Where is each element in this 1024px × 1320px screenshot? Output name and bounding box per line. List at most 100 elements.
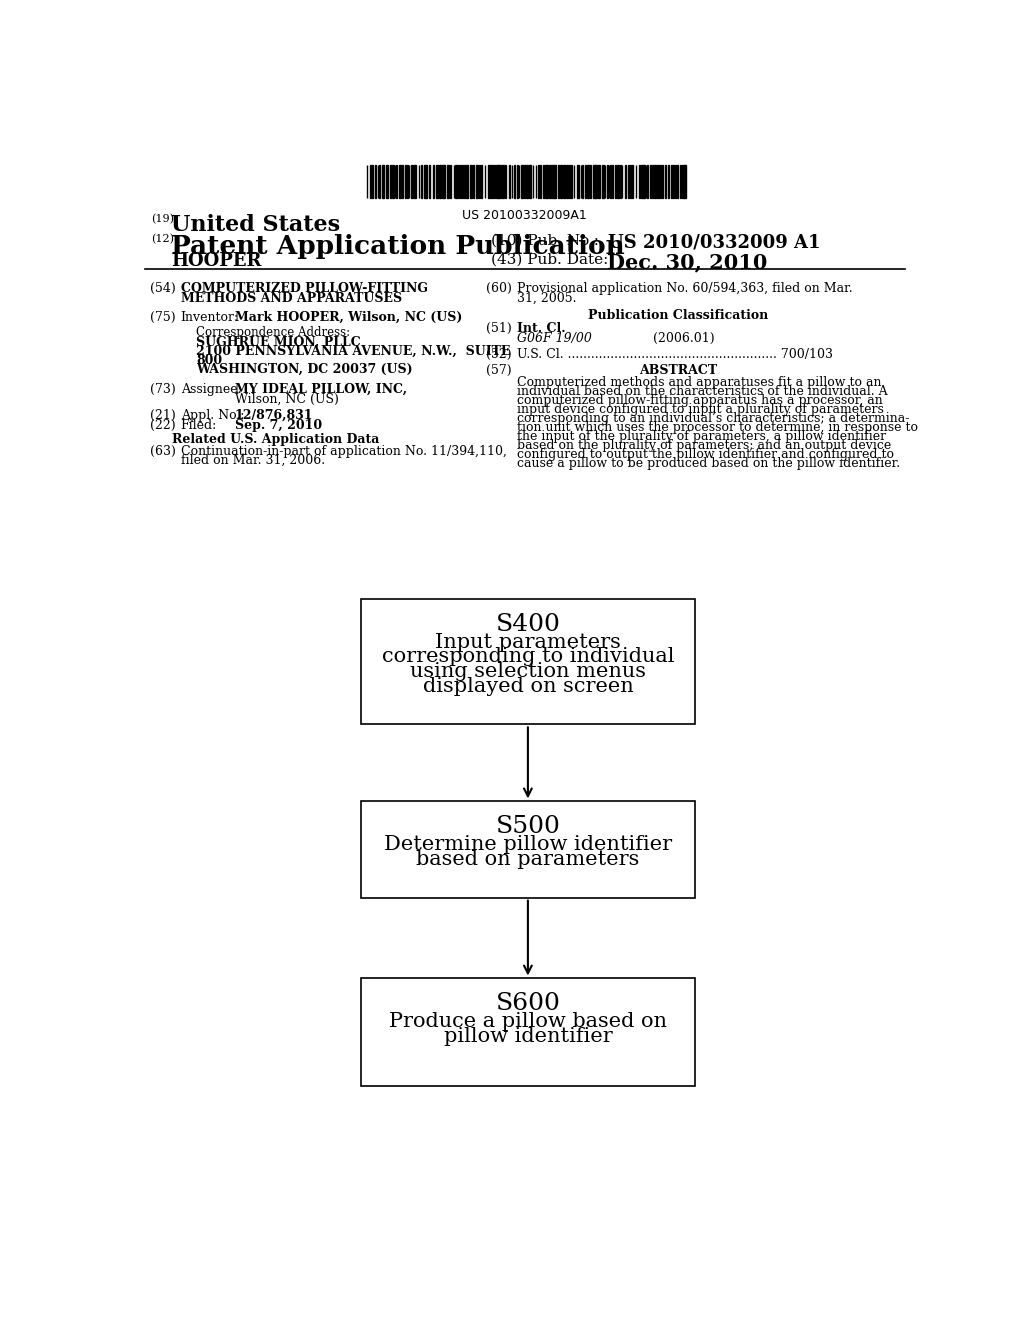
Bar — [632, 165, 633, 198]
Text: (12): (12) — [152, 234, 174, 244]
Text: based on the plurality of parameters; and an output device: based on the plurality of parameters; an… — [517, 440, 891, 453]
Bar — [560, 165, 562, 198]
Text: (22): (22) — [150, 420, 175, 433]
Text: (63): (63) — [150, 445, 175, 458]
Bar — [684, 165, 686, 198]
Bar — [505, 165, 506, 198]
Text: 12/876,831: 12/876,831 — [234, 409, 313, 421]
Bar — [470, 165, 472, 198]
Text: (19): (19) — [152, 214, 174, 224]
Text: Publication Classification: Publication Classification — [588, 309, 768, 322]
Text: Appl. No.:: Appl. No.: — [180, 409, 244, 421]
Bar — [545, 165, 547, 198]
Bar — [360, 599, 695, 725]
Text: Dec. 30, 2010: Dec. 30, 2010 — [607, 252, 767, 272]
Bar — [480, 165, 482, 198]
Bar — [617, 165, 620, 198]
Text: Continuation-in-part of application No. 11/394,110,: Continuation-in-part of application No. … — [180, 445, 507, 458]
Text: Assignee:: Assignee: — [180, 383, 242, 396]
Text: Sep. 7, 2010: Sep. 7, 2010 — [234, 420, 323, 433]
Text: based on parameters: based on parameters — [416, 850, 640, 869]
Text: (51): (51) — [486, 322, 512, 335]
Text: Patent Application Publication: Patent Application Publication — [171, 234, 625, 259]
Text: (52): (52) — [486, 348, 512, 360]
Text: individual based on the characteristics of the individual. A: individual based on the characteristics … — [517, 384, 888, 397]
Bar — [598, 165, 600, 198]
Text: Wilson, NC (US): Wilson, NC (US) — [234, 393, 339, 407]
Bar — [566, 165, 568, 198]
Bar — [436, 165, 438, 198]
Text: (73): (73) — [150, 383, 175, 396]
Bar — [382, 165, 384, 198]
Bar — [360, 801, 695, 898]
Bar — [360, 978, 695, 1086]
Text: S600: S600 — [496, 993, 560, 1015]
Bar — [526, 165, 528, 198]
Text: Provisional application No. 60/594,363, filed on Mar.: Provisional application No. 60/594,363, … — [517, 281, 853, 294]
Text: Mark HOOPER, Wilson, NC (US): Mark HOOPER, Wilson, NC (US) — [234, 312, 462, 323]
Text: the input of the plurality of parameters, a pillow identifier: the input of the plurality of parameters… — [517, 430, 886, 444]
Text: US 2010/0332009 A1: US 2010/0332009 A1 — [608, 234, 821, 252]
Bar — [476, 165, 477, 198]
Bar — [554, 165, 556, 198]
Text: pillow identifier: pillow identifier — [443, 1027, 612, 1045]
Text: Determine pillow identifier: Determine pillow identifier — [384, 836, 672, 854]
Text: Correspondence Address:: Correspondence Address: — [197, 326, 350, 339]
Text: Computerized methods and apparatuses fit a pillow to an: Computerized methods and apparatuses fit… — [517, 376, 882, 388]
Text: filed on Mar. 31, 2006.: filed on Mar. 31, 2006. — [180, 454, 325, 467]
Text: Related U.S. Application Data: Related U.S. Application Data — [172, 433, 379, 446]
Text: 2100 PENNSYLVANIA AVENUE, N.W.,  SUITE: 2100 PENNSYLVANIA AVENUE, N.W., SUITE — [197, 345, 511, 358]
Text: Inventor:: Inventor: — [180, 312, 239, 323]
Text: corresponding to an individual’s characteristics; a determina-: corresponding to an individual’s charact… — [517, 412, 909, 425]
Text: 800: 800 — [197, 354, 222, 367]
Bar — [502, 165, 504, 198]
Text: US 20100332009A1: US 20100332009A1 — [463, 209, 587, 222]
Text: tion unit which uses the processor to determine, in response to: tion unit which uses the processor to de… — [517, 421, 919, 434]
Bar — [460, 165, 461, 198]
Bar — [499, 165, 501, 198]
Text: COMPUTERIZED PILLOW-FITTING: COMPUTERIZED PILLOW-FITTING — [180, 281, 428, 294]
Text: (10) Pub. No.:: (10) Pub. No.: — [490, 234, 599, 248]
Text: Input parameters: Input parameters — [435, 632, 621, 652]
Bar — [446, 165, 449, 198]
Bar — [496, 165, 498, 198]
Bar — [654, 165, 655, 198]
Bar — [414, 165, 417, 198]
Bar — [543, 165, 544, 198]
Bar — [656, 165, 658, 198]
Bar — [487, 165, 489, 198]
Bar — [593, 165, 595, 198]
Bar — [509, 165, 510, 198]
Text: input device configured to input a plurality of parameters: input device configured to input a plura… — [517, 403, 884, 416]
Bar — [386, 165, 388, 198]
Bar — [652, 165, 653, 198]
Text: S400: S400 — [496, 612, 560, 636]
Bar — [443, 165, 445, 198]
Text: cause a pillow to be produced based on the pillow identifier.: cause a pillow to be produced based on t… — [517, 457, 900, 470]
Text: METHODS AND APPARATUSES: METHODS AND APPARATUSES — [180, 292, 401, 305]
Text: U.S. Cl. ...................................................... 700/103: U.S. Cl. ...............................… — [517, 348, 834, 360]
Text: HOOPER: HOOPER — [171, 252, 262, 271]
Bar — [370, 165, 372, 198]
Text: using selection menus: using selection menus — [410, 663, 646, 681]
Bar — [614, 165, 616, 198]
Text: G06F 19/00: G06F 19/00 — [517, 333, 592, 346]
Text: MY IDEAL PILLOW, INC,: MY IDEAL PILLOW, INC, — [234, 383, 408, 396]
Bar — [455, 165, 458, 198]
Bar — [490, 165, 493, 198]
Bar — [680, 165, 681, 198]
Text: Produce a pillow based on: Produce a pillow based on — [389, 1012, 667, 1031]
Text: S500: S500 — [496, 816, 560, 838]
Text: (21): (21) — [150, 409, 175, 421]
Text: SUGHRUE MION, PLLC: SUGHRUE MION, PLLC — [197, 335, 360, 348]
Bar — [424, 165, 426, 198]
Text: (75): (75) — [150, 312, 175, 323]
Bar — [641, 165, 643, 198]
Bar — [432, 165, 434, 198]
Text: (43) Pub. Date:: (43) Pub. Date: — [490, 252, 608, 267]
Text: corresponding to individual: corresponding to individual — [382, 647, 674, 667]
Text: configured to output the pillow identifier and configured to: configured to output the pillow identifi… — [517, 449, 894, 461]
Text: (57): (57) — [486, 364, 512, 378]
Text: 31, 2005.: 31, 2005. — [517, 292, 577, 305]
Text: United States: United States — [171, 214, 341, 236]
